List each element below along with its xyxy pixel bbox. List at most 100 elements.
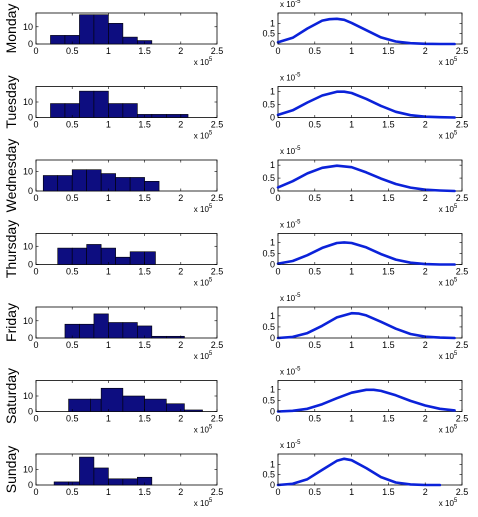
x-tick-label: 0.5 <box>66 487 79 497</box>
x-tick-label: 2 <box>178 340 183 350</box>
x-multiplier: x 105 <box>194 278 213 288</box>
histogram-bar <box>100 387 124 412</box>
x-tick-label: 0 <box>275 267 280 277</box>
histogram-bar <box>151 114 167 118</box>
x-tick-label: 1 <box>106 120 111 130</box>
x-tick-label: 0.5 <box>66 120 79 130</box>
y-tick-label: 10 <box>23 465 33 475</box>
x-tick-label: 2 <box>178 487 183 497</box>
histogram-bar <box>122 478 138 486</box>
y-tick-label: 0 <box>270 186 275 196</box>
x-tick-label: 1 <box>349 193 354 203</box>
day-label: Wednesday <box>3 139 19 213</box>
y-tick-label: 0 <box>270 480 275 490</box>
x-tick-label: 2 <box>423 46 428 56</box>
x-tick-label: 2.5 <box>456 487 469 497</box>
histogram-bar <box>100 173 116 192</box>
density-curve <box>276 311 456 340</box>
density-curve <box>276 457 442 487</box>
y-multiplier: x 10-5 <box>280 220 301 230</box>
histogram-bar <box>53 481 69 486</box>
histogram-bar <box>86 244 102 265</box>
x-tick-label: 1 <box>106 487 111 497</box>
x-tick-label: 2 <box>423 487 428 497</box>
x-tick-label: 1.5 <box>382 120 395 130</box>
histogram-bar <box>129 251 145 265</box>
density-curve <box>276 388 456 413</box>
histogram-panel-3: 0 0.5 1 1.5 2 2.5 0 10 x 105 Thursday <box>3 220 223 288</box>
x-multiplier: x 105 <box>439 204 458 214</box>
histogram-bar <box>50 103 66 118</box>
axes-box <box>277 380 463 412</box>
x-multiplier: x 105 <box>194 204 213 214</box>
x-multiplier: x 105 <box>439 278 458 288</box>
y-tick-label: 1 <box>270 18 275 28</box>
x-tick-label: 2.5 <box>211 267 224 277</box>
histogram-bar <box>68 481 80 486</box>
x-tick-label: 1 <box>349 487 354 497</box>
y-tick-label: 1 <box>270 160 275 170</box>
y-tick-label: 0 <box>28 113 33 123</box>
histogram-bar <box>122 395 145 412</box>
x-tick-label: 0 <box>275 46 280 56</box>
x-tick-label: 0.5 <box>309 120 322 130</box>
x-multiplier: x 105 <box>194 351 213 361</box>
day-label: Thursday <box>3 220 19 278</box>
density-curve <box>276 241 456 266</box>
x-tick-label: 2.5 <box>456 267 469 277</box>
x-multiplier: x 105 <box>194 57 213 67</box>
y-tick-label: 0 <box>270 113 275 123</box>
density-curve <box>276 17 456 46</box>
y-tick-label: 1 <box>270 459 275 469</box>
x-tick-label: 2 <box>178 414 183 424</box>
histogram-bar <box>57 247 73 265</box>
x-tick-label: 1.5 <box>138 120 151 130</box>
x-tick-label: 1.5 <box>138 193 151 203</box>
x-tick-label: 0 <box>33 120 38 130</box>
histogram-bar <box>79 14 95 45</box>
histogram-bar <box>108 478 124 486</box>
x-tick-label: 2.5 <box>456 46 469 56</box>
histogram-bar <box>68 398 91 412</box>
x-tick-label: 2.5 <box>456 120 469 130</box>
y-tick-label: 10 <box>23 316 33 326</box>
histogram-panel-0: 0 0.5 1 1.5 2 2.5 0 10 x 105 Monday <box>3 4 223 67</box>
density-curve <box>276 90 456 119</box>
x-tick-label: 1 <box>106 46 111 56</box>
y-tick-label: 0 <box>28 186 33 196</box>
x-tick-label: 1.5 <box>382 340 395 350</box>
x-tick-label: 1 <box>106 414 111 424</box>
y-tick-label: 0.5 <box>262 395 275 405</box>
x-multiplier: x 105 <box>439 131 458 141</box>
y-tick-label: 0 <box>270 407 275 417</box>
histogram-bar <box>115 177 131 192</box>
axes-box <box>277 159 463 192</box>
y-tick-label: 0.5 <box>262 29 275 39</box>
y-multiplier: x 10-5 <box>280 367 301 377</box>
x-tick-label: 2 <box>423 414 428 424</box>
x-tick-label: 2 <box>178 120 183 130</box>
y-tick-label: 1 <box>270 87 275 97</box>
histogram-bar <box>144 181 160 192</box>
x-tick-label: 1 <box>349 340 354 350</box>
histogram-bar <box>122 322 138 339</box>
x-tick-label: 0.5 <box>309 487 322 497</box>
histogram-bar <box>144 398 167 412</box>
y-multiplier: x 10-5 <box>280 293 301 303</box>
x-tick-label: 0 <box>275 340 280 350</box>
x-tick-label: 1.5 <box>138 46 151 56</box>
x-tick-label: 0 <box>33 46 38 56</box>
x-tick-label: 2 <box>178 46 183 56</box>
histogram-bar <box>108 23 124 45</box>
histogram-bar <box>122 36 138 45</box>
x-tick-label: 2.5 <box>211 487 224 497</box>
day-label: Monday <box>3 4 19 54</box>
x-multiplier: x 105 <box>194 498 213 508</box>
histogram-panel-1: 0 0.5 1 1.5 2 2.5 0 10 x 105 Tuesday <box>3 75 223 140</box>
